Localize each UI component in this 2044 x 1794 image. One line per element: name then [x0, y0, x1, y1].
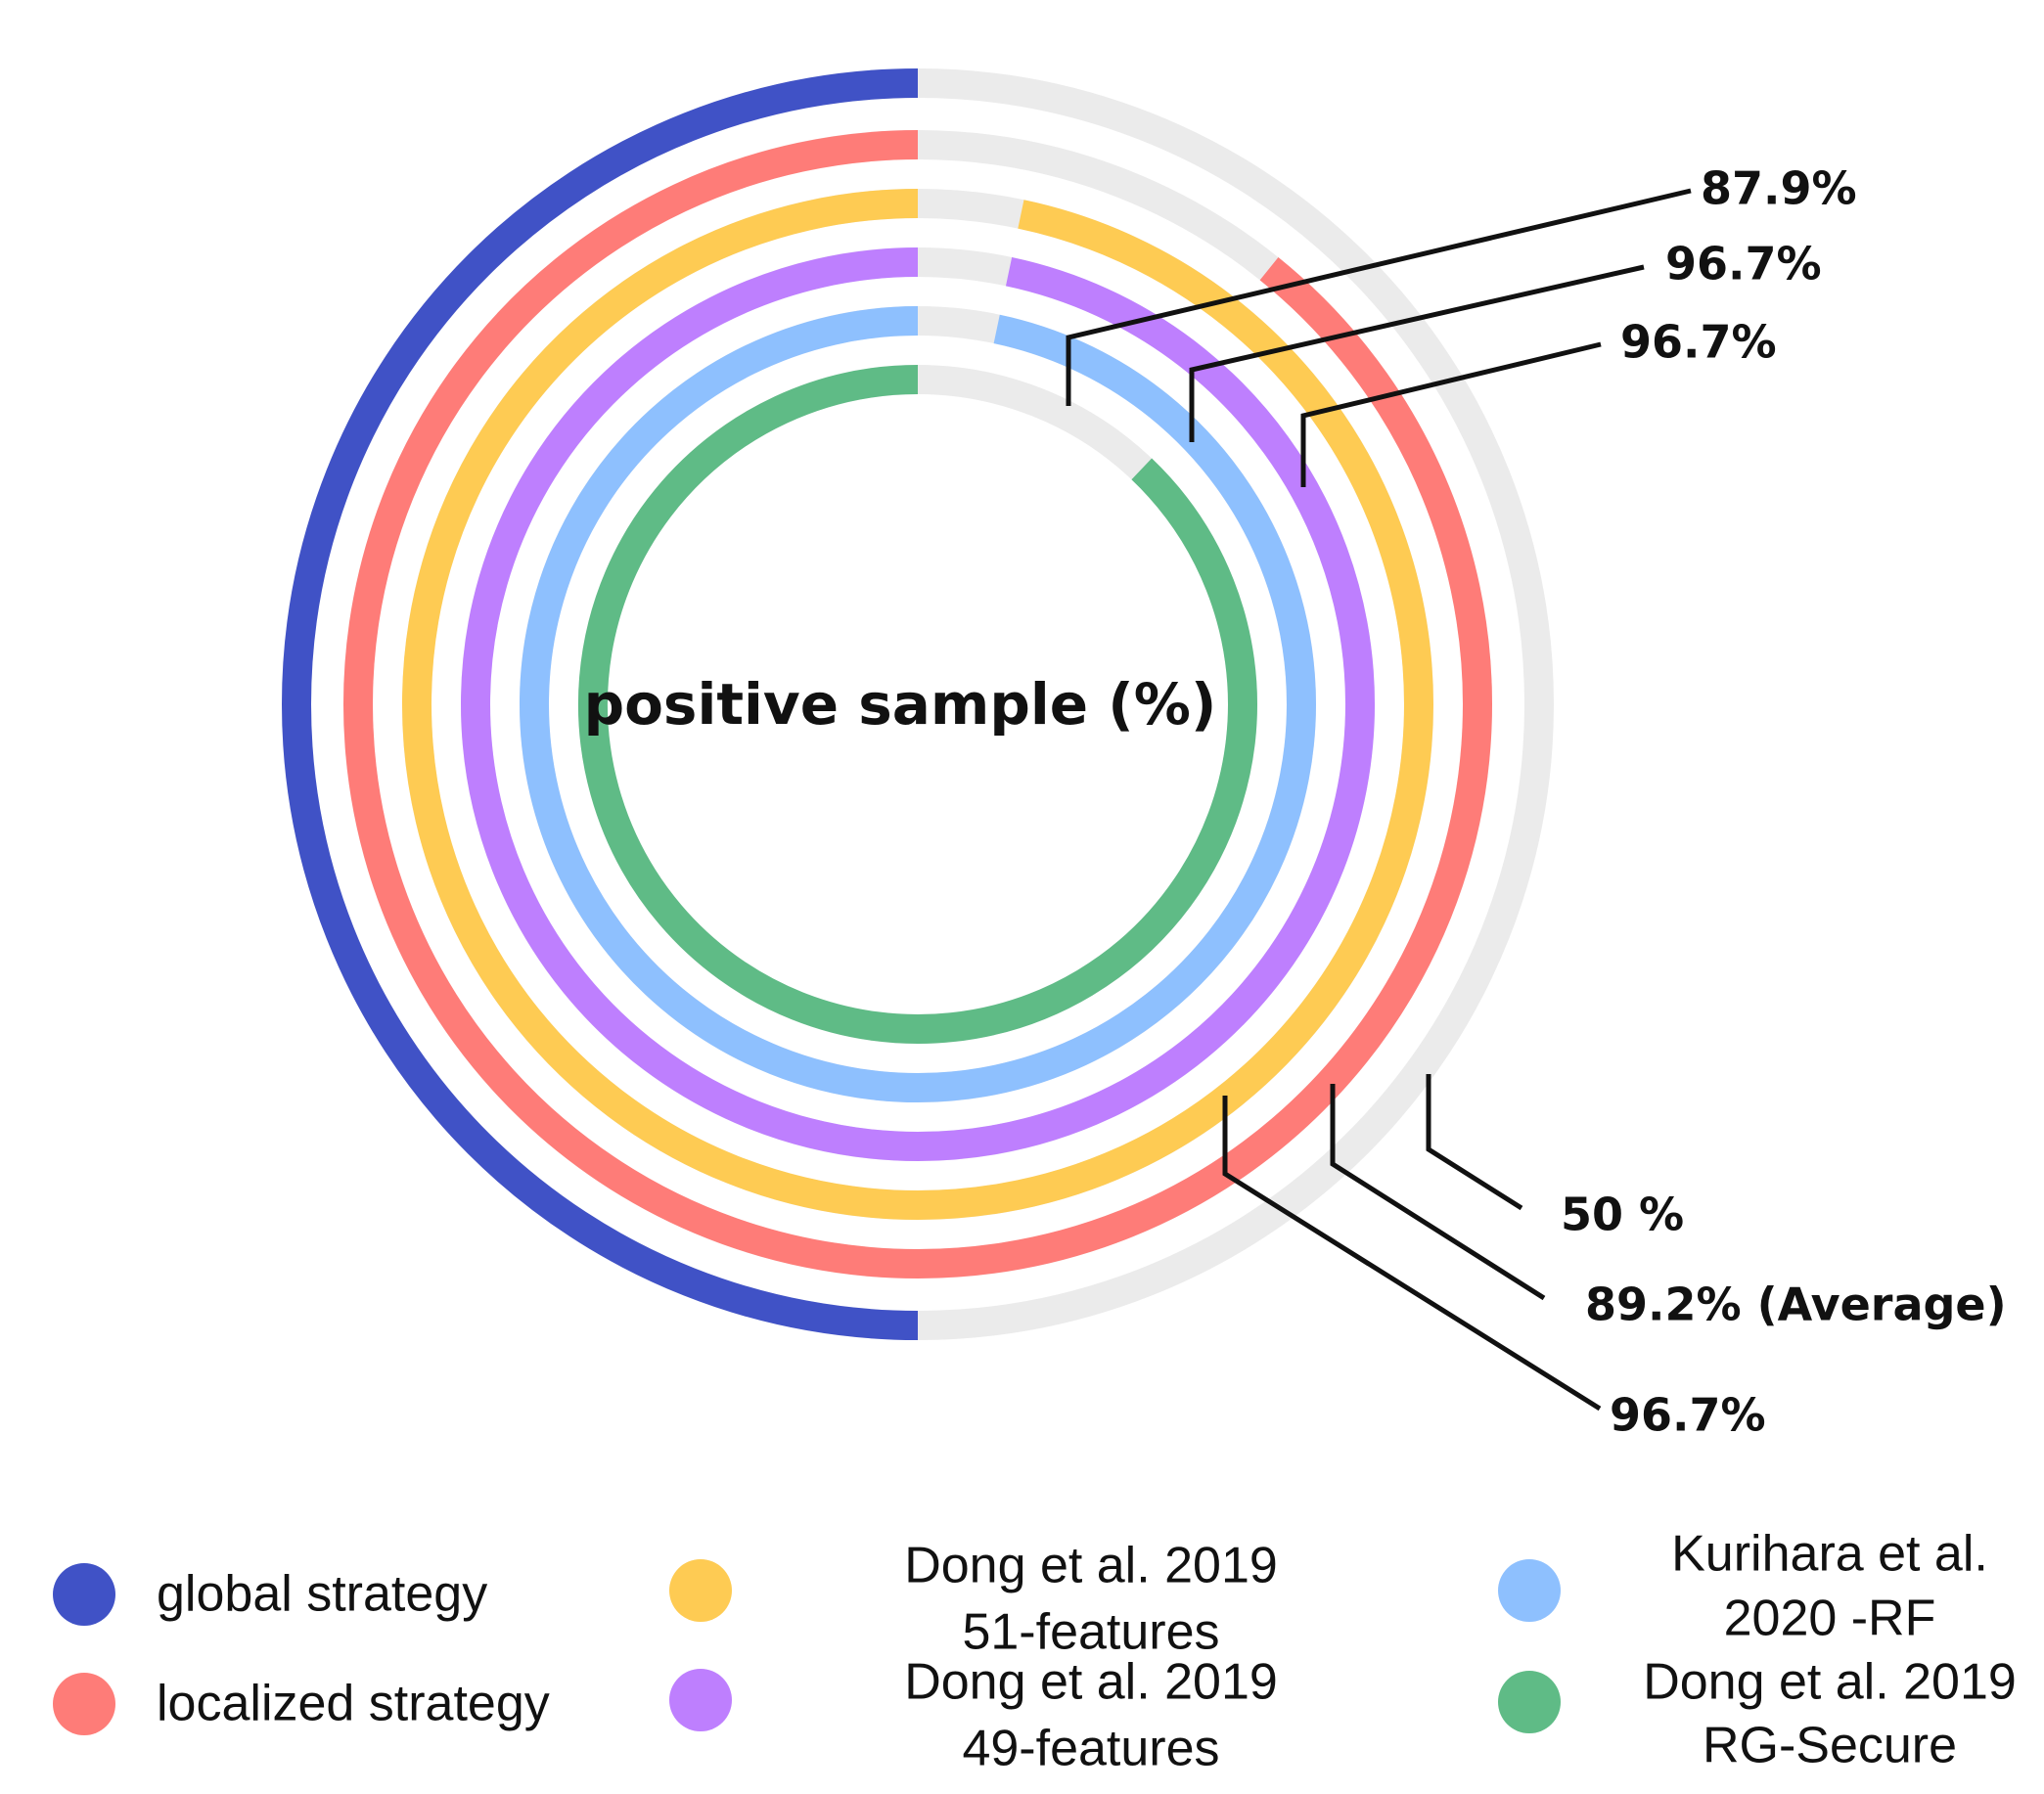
value-label: 96.7%: [1620, 316, 1777, 369]
legend-swatch: [669, 1559, 732, 1622]
legend-label: Dong et al. 2019: [1643, 1654, 2017, 1711]
legend-swatch: [1498, 1559, 1561, 1622]
legend-label: Dong et al. 2019: [904, 1538, 1278, 1594]
value-label: 50 %: [1561, 1189, 1684, 1241]
legend-label: 2020 -RF: [1724, 1591, 1936, 1647]
legend-label: localized strategy: [157, 1676, 550, 1732]
ring-arc: [402, 189, 1433, 1220]
chart-title: positive sample (%): [584, 671, 1217, 738]
value-label: 96.7%: [1610, 1389, 1766, 1442]
ring-arc: [520, 306, 1316, 1102]
legend-swatch: [669, 1669, 732, 1731]
legend-label: global strategy: [157, 1566, 487, 1623]
leader-line: [1426, 1074, 1523, 1211]
legend-label: RG-Secure: [1703, 1718, 1957, 1774]
legend-swatch: [1498, 1671, 1561, 1733]
leader-line: [1300, 341, 1602, 487]
value-label: 87.9%: [1701, 162, 1857, 215]
leader-line: [1189, 264, 1645, 442]
ring-arc: [578, 365, 1257, 1044]
ring-arc: [343, 130, 1492, 1278]
ring-arc: [282, 68, 919, 1340]
value-label: 96.7%: [1665, 238, 1822, 291]
legend-label: 51-features: [962, 1604, 1219, 1661]
value-label: 89.2% (Average): [1585, 1278, 2007, 1331]
legend-swatch: [53, 1673, 115, 1735]
legend-label: 49-features: [962, 1721, 1219, 1777]
leader-line: [1066, 188, 1692, 406]
legend-label: Kurihara et al.: [1671, 1526, 1988, 1583]
ring-arc: [461, 247, 1376, 1161]
leader-line: [1222, 1096, 1602, 1412]
legend-label: Dong et al. 2019: [904, 1654, 1278, 1711]
leader-line: [1330, 1084, 1546, 1301]
legend-swatch: [53, 1563, 115, 1626]
